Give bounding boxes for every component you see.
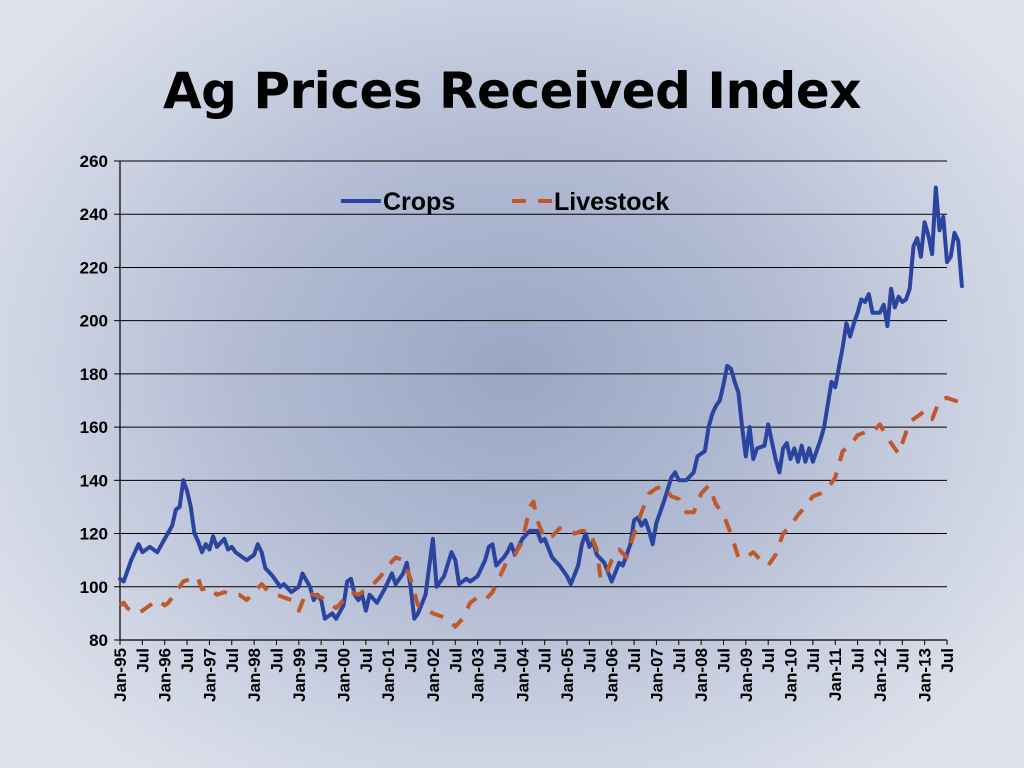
x-tick-label: Jan-12 [871,648,890,702]
x-tick-label: Jul [625,648,644,673]
x-tick-label: Jan-07 [647,648,666,702]
x-tick-label: Jul [849,648,868,673]
x-tick-label: Jul [446,648,465,673]
x-tick-label: Jul [178,648,197,673]
x-axis-tick-labels: Jan-95 Jul Jan-96 Jul Jan-97 Jul Jan-98 Jul Jan-… [111,647,957,701]
y-tick-label: 160 [80,418,108,437]
y-tick-label: 240 [80,205,108,224]
x-tick-label: Jul [312,648,331,673]
y-tick-label: 220 [80,258,108,277]
x-tick-label: Jul [267,648,286,673]
x-tick-label: Jul [491,648,510,673]
x-tick-label: Jan-08 [692,648,711,702]
legend-label-crops: Crops [383,188,455,216]
y-tick-label: 200 [80,312,108,331]
gridlines [120,160,947,641]
x-tick-label: Jul [714,648,733,673]
y-axis-tick-labels: 80 100 120 140 160 180 200 220 240 260 [80,152,108,650]
x-tick-label: Jan-06 [603,648,622,702]
x-tick-label: Jan-13 [916,648,935,702]
axes [114,160,948,645]
y-tick-label: 140 [80,471,108,490]
x-tick-label: Jul [759,648,778,673]
x-tick-label: Jan-00 [335,648,354,702]
x-tick-label: Jul [133,648,152,673]
x-tick-label: Jul [670,648,689,673]
x-tick-label: Jan-04 [513,647,532,701]
x-tick-label: Jul [357,648,376,673]
x-tick-label: Jan-01 [379,648,398,702]
x-tick-label: Jan-11 [826,648,845,701]
series-line-livestock [118,395,963,629]
y-tick-label: 100 [80,578,108,597]
x-tick-label: Jan-97 [200,648,219,702]
series-lines [118,185,964,629]
x-tick-label: Jan-99 [290,648,309,702]
legend: Crops Livestock [341,188,669,216]
y-tick-label: 180 [80,365,108,384]
x-tick-label: Jan-05 [558,648,577,702]
x-tick-label: Jul [536,648,555,673]
legend-label-livestock: Livestock [554,188,669,216]
x-tick-label: Jul [580,648,599,673]
x-tick-label: Jan-95 [111,648,130,702]
x-tick-label: Jan-10 [782,648,801,702]
slide-title: Ag Prices Received Index [162,62,862,120]
x-tick-label: Jan-09 [737,648,756,702]
y-tick-label: 120 [80,525,108,544]
x-tick-label: Jan-02 [424,648,443,702]
x-tick-label: Jul [223,648,242,673]
x-tick-label: Jul [804,648,823,673]
x-tick-label: Jan-98 [245,648,264,702]
x-tick-label: Jul [402,648,421,673]
x-tick-label: Jan-96 [156,648,175,702]
x-tick-label: Jul [893,648,912,673]
series-line-crops [118,185,964,621]
y-tick-label: 260 [80,152,108,171]
x-tick-label: Jul [938,648,957,673]
y-tick-label: 80 [89,631,108,650]
x-tick-label: Jan-03 [469,648,488,702]
